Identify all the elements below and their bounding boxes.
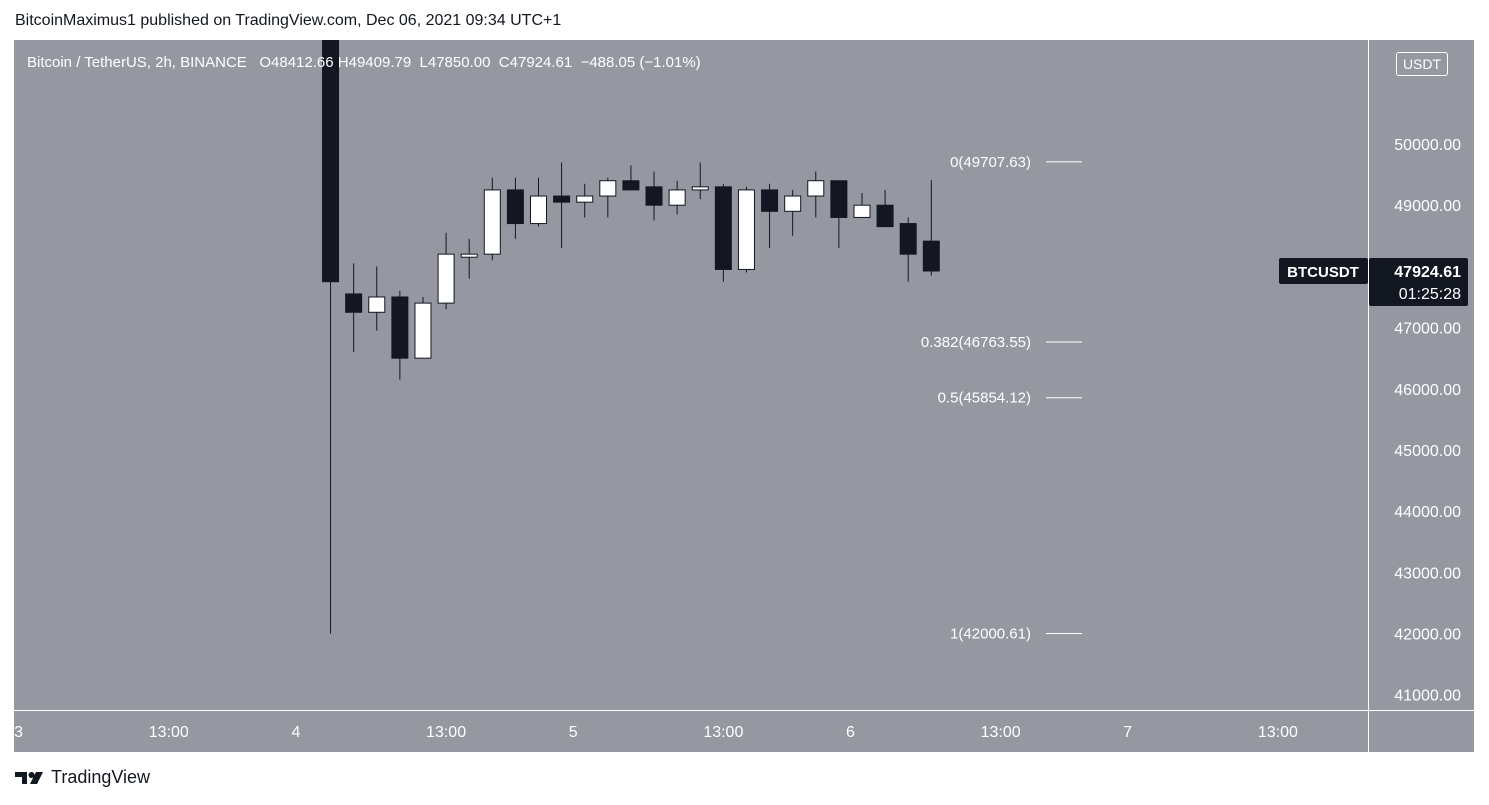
- chart[interactable]: 0(49707.63) 0.382(46763.55) 0.5(45854.12) 1…: [14, 40, 1474, 752]
- tradingview-logo-icon: [15, 771, 43, 784]
- candle-down: [322, 40, 340, 283]
- fib-level-label: 0.382(46763.55): [921, 334, 1031, 351]
- candle-up: [368, 296, 386, 313]
- candle-down: [622, 180, 640, 191]
- fib-level-label: 0(49707.63): [950, 154, 1031, 171]
- last-price-value: 47924.61: [1394, 264, 1461, 281]
- price-axis-label: 41000.00: [1394, 688, 1461, 705]
- symbol-price-tag-label: BTCUSDT: [1287, 264, 1359, 281]
- time-axis-label: 13:00: [149, 724, 189, 741]
- candle-up: [784, 195, 802, 212]
- time-axis-label: 3: [14, 724, 23, 741]
- price-axis-label: 47000.00: [1394, 321, 1461, 338]
- ohlc-legend: Bitcoin / TetherUS, 2h, BINANCE O48412.6…: [27, 54, 701, 71]
- time-axis-label: 13:00: [981, 724, 1021, 741]
- candle-down: [876, 204, 894, 228]
- bar-countdown: 01:25:28: [1399, 286, 1461, 303]
- tradingview-brand-text: TradingView: [51, 767, 151, 787]
- change-value: −488.05 (−1.01%): [580, 54, 701, 71]
- close-label: C: [498, 54, 510, 71]
- price-axis-label: 50000.00: [1394, 137, 1461, 154]
- price-axis-label: 46000.00: [1394, 382, 1461, 399]
- candle-down: [345, 293, 363, 313]
- candle-down: [830, 180, 848, 218]
- fib-level-label: 1(42000.61): [950, 625, 1031, 642]
- last-price-tag: [1369, 258, 1468, 307]
- candle-up: [460, 253, 478, 258]
- symbol-title[interactable]: Bitcoin / TetherUS, 2h, BINANCE: [27, 54, 247, 71]
- candle-down: [899, 223, 917, 255]
- price-axis-label: 49000.00: [1394, 198, 1461, 215]
- candle-down: [506, 189, 524, 225]
- price-axis-label: 42000.00: [1394, 627, 1461, 644]
- candles-group: [322, 40, 1082, 634]
- candle-down: [391, 296, 409, 359]
- candle-up: [437, 253, 455, 304]
- candle-down: [645, 186, 663, 206]
- candle-up: [483, 189, 501, 255]
- time-axis-label: 13:00: [703, 724, 743, 741]
- price-axis-label: 44000.00: [1394, 504, 1461, 521]
- time-axis-label: 13:00: [426, 724, 466, 741]
- symbol-price-tag: [1279, 258, 1368, 285]
- candle-up: [807, 180, 825, 197]
- fib-level-label: 0.5(45854.12): [938, 390, 1031, 407]
- candle-up: [691, 186, 709, 191]
- candle-down: [553, 195, 571, 203]
- candle-down: [714, 186, 732, 270]
- candle-up: [668, 189, 686, 206]
- candle-down: [761, 189, 779, 212]
- tradingview-logo[interactable]: TradingView: [15, 767, 150, 788]
- candle-up: [853, 204, 871, 218]
- low-value: 47850.00: [427, 54, 491, 71]
- candle-down: [922, 240, 940, 272]
- time-axis-label: 7: [1123, 724, 1132, 741]
- candle-up: [576, 195, 594, 203]
- time-axis-label: 6: [846, 724, 855, 741]
- chart-frame[interactable]: [14, 40, 1474, 752]
- open-label: O: [259, 54, 272, 71]
- candle-up: [414, 302, 432, 359]
- low-label: L: [419, 54, 428, 71]
- time-axis-label: 4: [291, 724, 300, 741]
- time-axis-label: 13:00: [1258, 724, 1298, 741]
- high-label: H: [337, 54, 349, 71]
- candle-up: [530, 195, 548, 225]
- high-value: 49409.79: [348, 54, 412, 71]
- open-value: 48412.66: [271, 54, 334, 71]
- candle-up: [737, 189, 755, 270]
- published-info: BitcoinMaximus1 published on TradingView…: [15, 12, 562, 29]
- currency-badge[interactable]: USDT: [1396, 52, 1448, 76]
- price-axis-label: 43000.00: [1394, 565, 1461, 582]
- close-value: 47924.61: [509, 54, 573, 71]
- candle-up: [599, 180, 617, 197]
- time-axis-label: 5: [569, 724, 578, 741]
- price-axis-label: 45000.00: [1394, 443, 1461, 460]
